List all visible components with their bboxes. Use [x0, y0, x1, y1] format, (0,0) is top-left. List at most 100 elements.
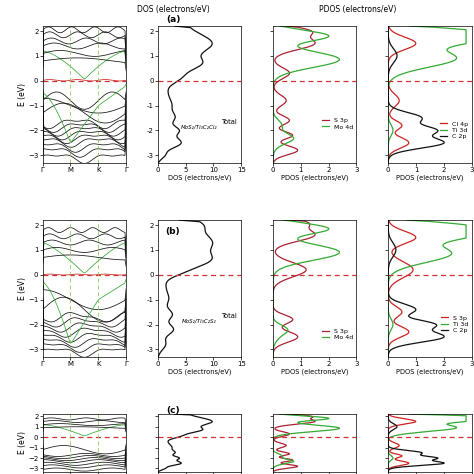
Legend: S 3p, Mo 4d: S 3p, Mo 4d [321, 118, 353, 129]
Text: MoS₂/Ti₃C₂S₂: MoS₂/Ti₃C₂S₂ [182, 319, 217, 324]
Ti 3d [385, 292, 391, 298]
Cl 4p [385, 69, 391, 74]
Mo 4d [283, 330, 289, 336]
Mo 4d [270, 354, 276, 360]
Mo 4d [271, 79, 277, 85]
S 3p [288, 217, 293, 223]
Text: Total: Total [222, 313, 238, 319]
Mo 4d [280, 125, 285, 130]
Ti 3d [407, 23, 413, 29]
Line: C 2p: C 2p [388, 26, 444, 163]
Cl 4p [386, 23, 392, 29]
Ti 3d [408, 69, 413, 74]
S 3p [283, 98, 289, 104]
Ti 3d [404, 217, 410, 223]
S 3p [292, 273, 298, 279]
Line: Ti 3d: Ti 3d [388, 220, 466, 357]
Legend: S 3p, Mo 4d: S 3p, Mo 4d [321, 328, 353, 340]
Text: DOS (electrons/eV): DOS (electrons/eV) [137, 5, 210, 14]
C 2p [385, 98, 391, 104]
Ti 3d [410, 263, 416, 268]
X-axis label: DOS (electrons/eV): DOS (electrons/eV) [168, 368, 231, 375]
Ti 3d [390, 125, 395, 130]
Y-axis label: E (eV): E (eV) [18, 277, 27, 300]
S 3p [288, 319, 293, 325]
Mo 4d [273, 319, 279, 325]
Cl 4p [396, 98, 402, 104]
Cl 4p [401, 136, 406, 141]
Line: S 3p: S 3p [388, 220, 416, 357]
Ti 3d [385, 160, 391, 165]
Mo 4d [335, 251, 341, 257]
Ti 3d [390, 319, 395, 325]
Ti 3d [385, 354, 391, 360]
C 2p [385, 354, 391, 360]
S 3p [273, 251, 279, 257]
S 3p [283, 23, 289, 29]
Mo 4d [277, 23, 283, 29]
Text: PDOS (electrons/eV): PDOS (electrons/eV) [319, 5, 397, 14]
S 3p [271, 160, 276, 165]
C 2p [425, 319, 430, 325]
C 2p [386, 263, 392, 268]
Mo 4d [291, 136, 296, 141]
S 3p [385, 354, 391, 360]
C 2p [385, 23, 391, 29]
Legend: Cl 4p, Ti 3d, C 2p: Cl 4p, Ti 3d, C 2p [440, 121, 468, 139]
C 2p [434, 136, 439, 141]
S 3p [403, 273, 409, 279]
X-axis label: PDOS (electrons/eV): PDOS (electrons/eV) [396, 368, 464, 375]
Mo 4d [270, 292, 276, 298]
S 3p [274, 79, 280, 85]
Ti 3d [387, 79, 393, 85]
S 3p [298, 263, 304, 268]
C 2p [429, 125, 435, 130]
S 3p [390, 251, 395, 257]
Text: (c): (c) [166, 406, 180, 415]
Ti 3d [388, 273, 393, 279]
Line: C 2p: C 2p [388, 220, 444, 357]
Line: S 3p: S 3p [273, 26, 315, 163]
Mo 4d [270, 160, 276, 165]
C 2p [392, 251, 398, 257]
Line: Mo 4d: Mo 4d [273, 26, 339, 163]
S 3p [272, 57, 278, 63]
Cl 4p [398, 125, 403, 130]
Mo 4d [281, 217, 286, 223]
C 2p [385, 79, 391, 85]
Ti 3d [385, 98, 391, 104]
C 2p [393, 57, 399, 63]
S 3p [277, 125, 283, 130]
C 2p [385, 217, 391, 223]
Mo 4d [292, 69, 297, 74]
C 2p [385, 160, 391, 165]
X-axis label: PDOS (electrons/eV): PDOS (electrons/eV) [281, 368, 348, 375]
Text: (b): (b) [166, 227, 180, 236]
C 2p [385, 273, 391, 279]
S 3p [270, 292, 276, 298]
Ti 3d [452, 57, 458, 63]
Cl 4p [385, 160, 391, 165]
Ti 3d [387, 330, 392, 336]
Cl 4p [385, 79, 391, 85]
X-axis label: PDOS (electrons/eV): PDOS (electrons/eV) [396, 174, 464, 181]
X-axis label: PDOS (electrons/eV): PDOS (electrons/eV) [281, 174, 348, 181]
Mo 4d [337, 57, 342, 63]
C 2p [386, 69, 392, 74]
S 3p [289, 330, 294, 336]
Mo 4d [270, 98, 276, 104]
S 3p [407, 263, 413, 268]
Y-axis label: E (eV): E (eV) [18, 431, 27, 455]
Mo 4d [271, 273, 276, 279]
C 2p [434, 330, 439, 336]
S 3p [284, 136, 290, 141]
Legend: S 3p, Ti 3d, C 2p: S 3p, Ti 3d, C 2p [441, 315, 468, 333]
Text: Total: Total [222, 119, 238, 125]
C 2p [386, 292, 392, 298]
S 3p [392, 319, 397, 325]
Mo 4d [287, 263, 292, 268]
Text: MoS₂/Ti₃C₂Cl₂: MoS₂/Ti₃C₂Cl₂ [181, 125, 218, 129]
Line: Mo 4d: Mo 4d [273, 220, 339, 357]
X-axis label: DOS (electrons/eV): DOS (electrons/eV) [168, 174, 231, 181]
Line: Cl 4p: Cl 4p [388, 26, 416, 163]
